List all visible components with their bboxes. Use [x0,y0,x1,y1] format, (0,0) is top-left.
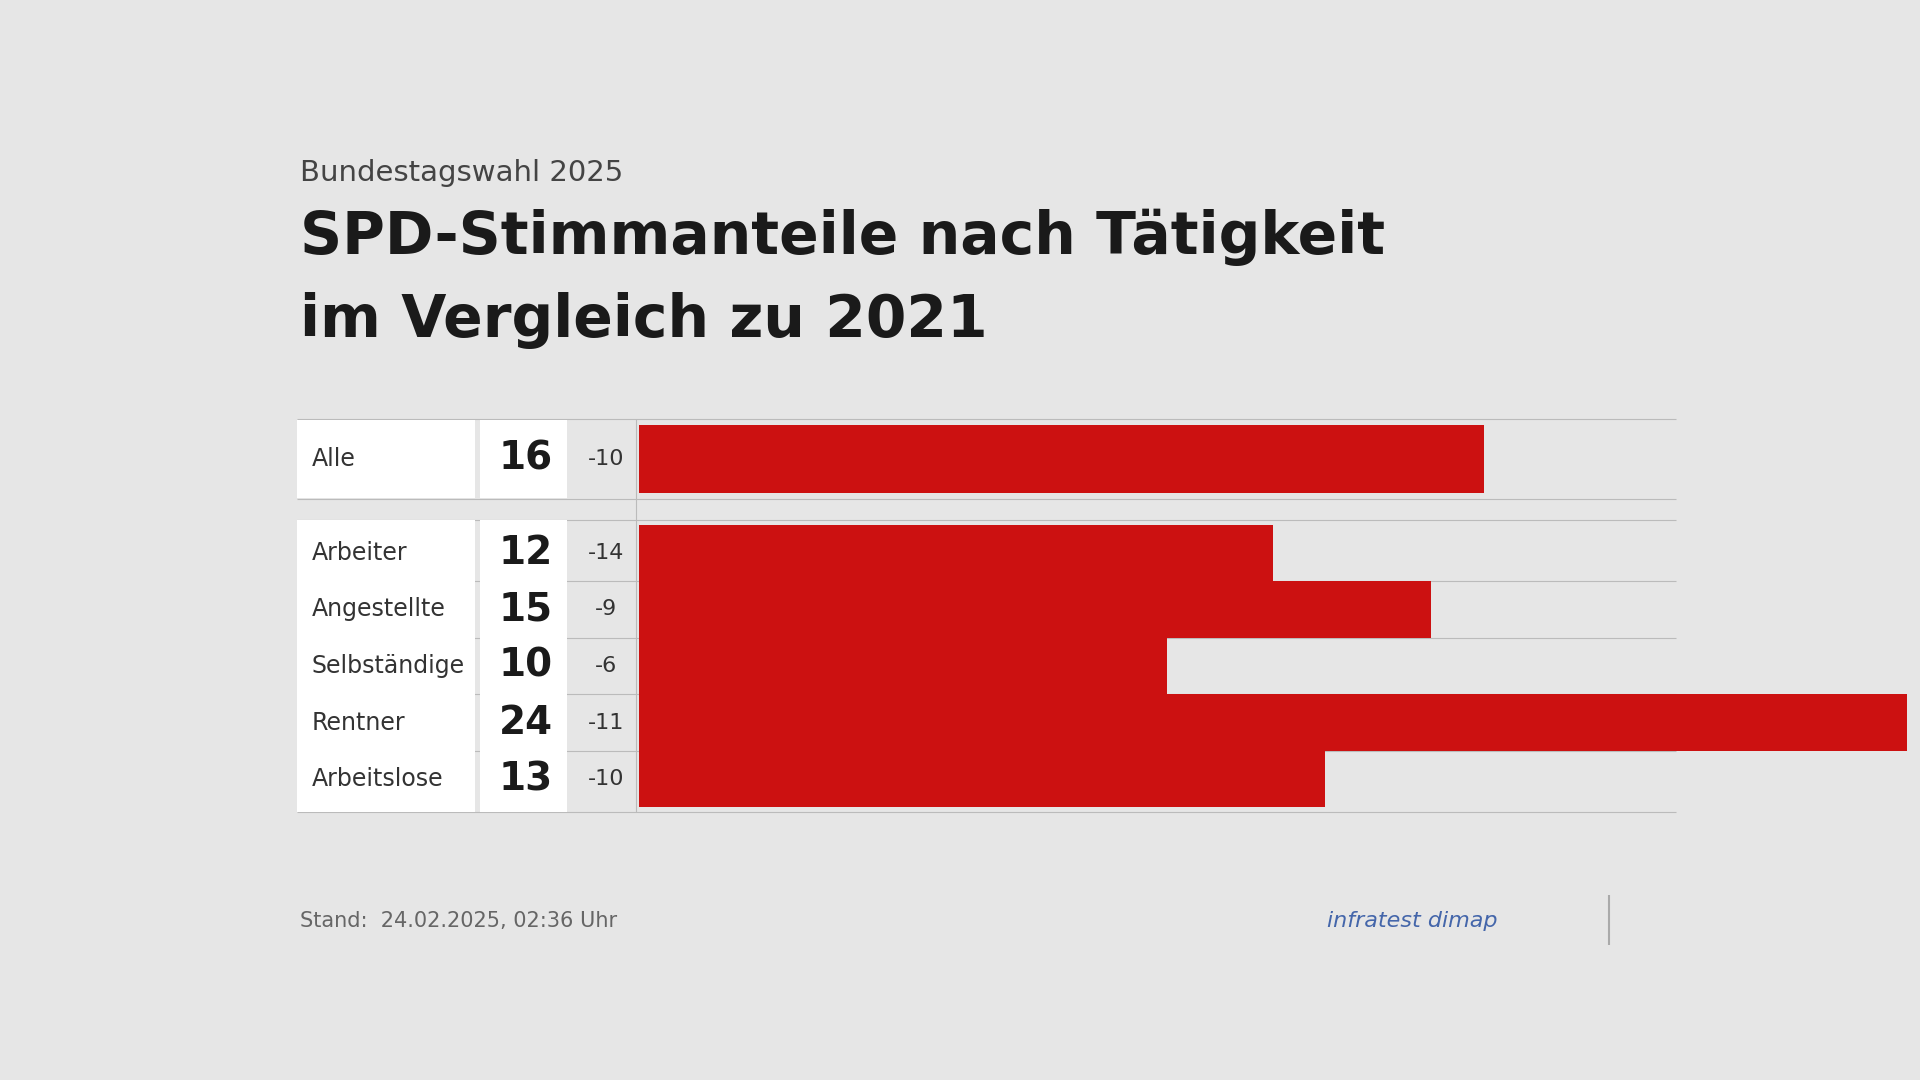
Text: 13: 13 [499,760,553,798]
Bar [639,637,1167,694]
Bar [639,694,1907,751]
Bar [296,689,474,756]
Bar [296,746,474,812]
Bar [639,525,1273,581]
Bar [296,576,474,643]
Bar [480,689,568,756]
Bar [639,424,1484,492]
Text: SPD-Stimmanteile nach Tätigkeit: SPD-Stimmanteile nach Tätigkeit [300,208,1384,266]
Text: Stand:  24.02.2025, 02:36 Uhr: Stand: 24.02.2025, 02:36 Uhr [300,912,616,931]
Text: 16: 16 [499,440,553,478]
Bar [480,420,568,498]
Text: -10: -10 [588,449,624,469]
Text: Arbeiter: Arbeiter [311,541,407,565]
Text: Alle: Alle [311,447,355,471]
Text: Bundestagswahl 2025: Bundestagswahl 2025 [300,159,622,187]
Bar [296,420,474,498]
Text: -6: -6 [595,656,616,676]
Text: -11: -11 [588,713,624,732]
Text: Arbeitslose: Arbeitslose [311,767,444,791]
Text: -9: -9 [595,599,616,620]
Bar [480,519,568,586]
Text: Selbständige: Selbständige [311,654,465,678]
Text: -14: -14 [588,543,624,563]
Text: Angestellte: Angestellte [311,597,445,621]
Text: 15: 15 [499,591,553,629]
Bar [480,746,568,812]
Text: 24: 24 [499,703,553,742]
Bar [296,633,474,699]
Text: 10: 10 [499,647,553,685]
Text: 12: 12 [499,534,553,572]
Text: Rentner: Rentner [311,711,405,734]
Text: -10: -10 [588,769,624,789]
Bar [639,581,1430,637]
Text: im Vergleich zu 2021: im Vergleich zu 2021 [300,292,987,349]
Text: infratest dimap: infratest dimap [1327,912,1498,931]
Bar [480,576,568,643]
Bar [480,633,568,699]
Bar [296,519,474,586]
Bar [639,751,1325,808]
